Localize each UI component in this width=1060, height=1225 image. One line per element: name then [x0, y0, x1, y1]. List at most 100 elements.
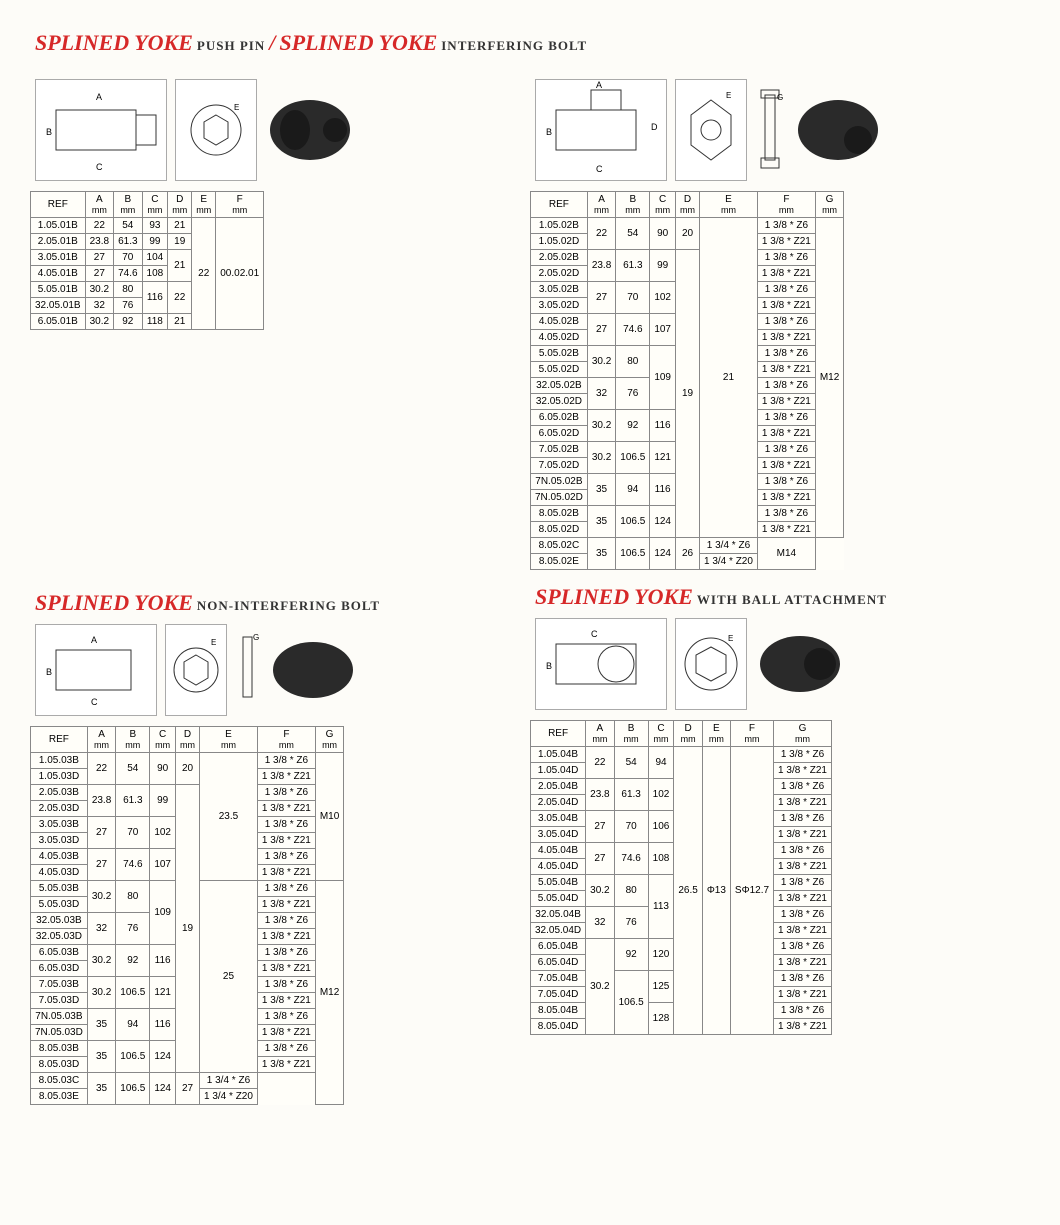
cell: 2.05.02D: [531, 266, 588, 282]
cell: 1 3/8 * Z6: [757, 506, 815, 522]
cell: 116: [650, 410, 676, 442]
cell: 4.05.03D: [31, 865, 88, 881]
col-header: Emm: [200, 727, 258, 753]
cell: 32.05.02B: [531, 378, 588, 394]
col-header: REF: [531, 192, 588, 218]
col-header: REF: [531, 721, 586, 747]
cell: 4.05.02B: [531, 314, 588, 330]
cell: 108: [142, 266, 168, 282]
cell: 1 3/8 * Z21: [774, 1019, 832, 1035]
cell: 1 3/8 * Z21: [774, 859, 832, 875]
cell: 106.5: [616, 538, 650, 570]
svg-text:B: B: [46, 127, 52, 137]
cell: 27: [87, 849, 115, 881]
cell: 32.05.04D: [531, 923, 586, 939]
cell: 1 3/8 * Z21: [774, 827, 832, 843]
cell: 4.05.03B: [31, 849, 88, 865]
cell: 1 3/4 * Z6: [700, 538, 758, 554]
cell: 32: [587, 378, 615, 410]
cell: 30.2: [87, 977, 115, 1009]
cell: 61.3: [114, 234, 142, 250]
cell: 27: [586, 811, 614, 843]
col-header: Dmm: [176, 727, 200, 753]
cell: 1 3/8 * Z6: [757, 378, 815, 394]
cell: 76: [116, 913, 150, 945]
cell: 1 3/8 * Z6: [757, 218, 815, 234]
cell: M12: [815, 218, 843, 538]
title-ball-attach: SPLINED YOKE WITH BALL ATTACHMENT: [535, 584, 1060, 610]
cell: 6.05.02D: [531, 426, 588, 442]
cell: 1 3/8 * Z21: [757, 490, 815, 506]
cell: 1 3/8 * Z21: [757, 362, 815, 378]
cell: 6.05.03D: [31, 961, 88, 977]
cell: 106: [648, 811, 674, 843]
cell: 22: [587, 218, 615, 250]
cell: 1 3/8 * Z21: [774, 987, 832, 1003]
cell: 5.05.02D: [531, 362, 588, 378]
cell: 27: [87, 817, 115, 849]
cell: 1.05.02D: [531, 234, 588, 250]
svg-text:A: A: [91, 635, 97, 645]
col-header: Amm: [87, 727, 115, 753]
cell: 8.05.04B: [531, 1003, 586, 1019]
cell: 1 3/8 * Z6: [757, 282, 815, 298]
cell: 1 3/4 * Z20: [200, 1089, 258, 1105]
cell: 8.05.02E: [531, 554, 588, 570]
cell: 74.6: [616, 314, 650, 346]
cell: 23.8: [87, 785, 115, 817]
cell: 4.05.02D: [531, 330, 588, 346]
cell: 7.05.03B: [31, 977, 88, 993]
cell: 102: [650, 282, 676, 314]
cell: 30.2: [87, 881, 115, 913]
cell: 1 3/8 * Z6: [757, 442, 815, 458]
cell: 5.05.03B: [31, 881, 88, 897]
cell: 32: [586, 907, 614, 939]
cell: 1 3/8 * Z6: [257, 913, 315, 929]
cell: 94: [648, 747, 674, 779]
svg-text:E: E: [728, 634, 733, 643]
cell: 32.05.03B: [31, 913, 88, 929]
cell: 99: [150, 785, 176, 817]
cell: 7N.05.03B: [31, 1009, 88, 1025]
cell: 1 3/8 * Z21: [774, 955, 832, 971]
cell: 93: [142, 218, 168, 234]
cell: 1 3/8 * Z6: [774, 1003, 832, 1019]
cell: 30.2: [87, 945, 115, 977]
col-header: Amm: [586, 721, 614, 747]
cell: 1 3/8 * Z21: [774, 891, 832, 907]
cell: 74.6: [116, 849, 150, 881]
cell: 1 3/8 * Z21: [774, 763, 832, 779]
cell: 7N.05.03D: [31, 1025, 88, 1041]
cell: 22: [192, 218, 216, 330]
cell: 61.3: [614, 779, 648, 811]
cell: 76: [114, 298, 142, 314]
col-header: Gmm: [774, 721, 832, 747]
cell: 21: [168, 250, 192, 282]
cell: 1 3/8 * Z6: [257, 1009, 315, 1025]
cell: 1 3/8 * Z21: [257, 961, 315, 977]
cell: 00.02.01: [216, 218, 264, 330]
cell: 3.05.04D: [531, 827, 586, 843]
cell: 1 3/8 * Z21: [257, 769, 315, 785]
cell: 128: [648, 1003, 674, 1035]
cell: 2.05.03B: [31, 785, 88, 801]
cell: 106.5: [616, 442, 650, 474]
cell: 1 3/8 * Z6: [757, 346, 815, 362]
cell: 7N.05.02D: [531, 490, 588, 506]
svg-text:E: E: [726, 91, 731, 100]
cell: 54: [616, 218, 650, 250]
cell: 116: [150, 945, 176, 977]
cell: 8.05.04D: [531, 1019, 586, 1035]
col-header: Fmm: [216, 192, 264, 218]
cell: 8.05.02D: [531, 522, 588, 538]
cell: 27: [587, 314, 615, 346]
cell: 22: [586, 747, 614, 779]
cell: 1.05.03D: [31, 769, 88, 785]
cell: 1 3/8 * Z21: [757, 266, 815, 282]
cell: 32.05.03D: [31, 929, 88, 945]
col-header: Bmm: [114, 192, 142, 218]
table-push-pin: REFAmmBmmCmmDmmEmmFmm1.05.01B22549321220…: [30, 191, 264, 330]
cell: 19: [168, 234, 192, 250]
cell: 35: [587, 506, 615, 538]
cell: 32.05.02D: [531, 394, 588, 410]
